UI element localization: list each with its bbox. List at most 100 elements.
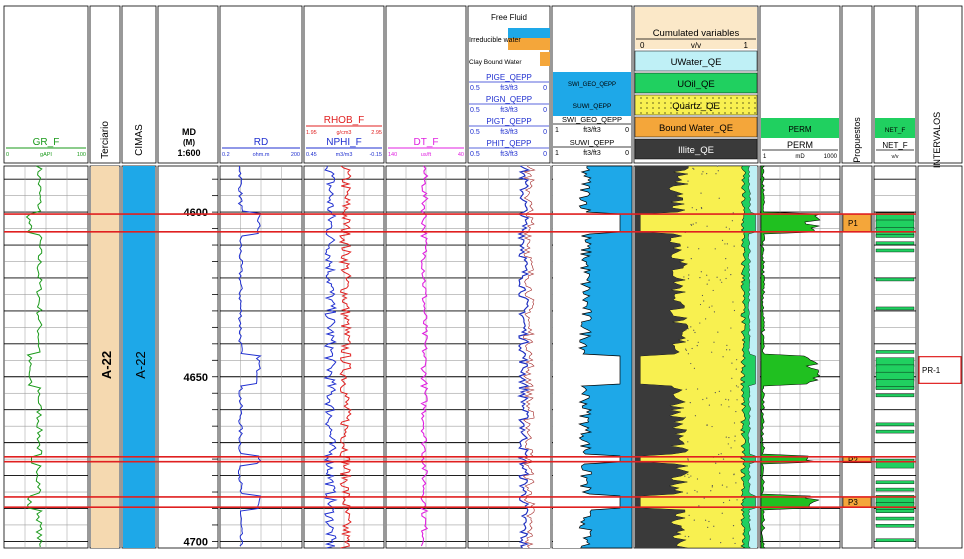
- quartz-dot: [725, 226, 727, 228]
- track-header-poro: [467, 5, 551, 164]
- quartz-dot: [687, 473, 689, 475]
- quartz-dot: [690, 223, 692, 226]
- poro-curve-min: 0.5: [470, 129, 480, 136]
- quartz-dot: [699, 303, 702, 306]
- quartz-dot: [670, 102, 672, 104]
- quartz-dot: [724, 269, 726, 271]
- quartz-dot: [727, 399, 730, 401]
- net-unit: v/v: [891, 154, 898, 160]
- perm-curve-name: PERM: [787, 140, 813, 150]
- quartz-dot: [696, 388, 699, 390]
- net-bar: [875, 393, 915, 398]
- poro-curve-unit: ft3/ft3: [500, 151, 518, 158]
- net-bar: [875, 350, 915, 354]
- net-bar: [875, 306, 915, 311]
- quartz-dot: [670, 97, 672, 99]
- quartz-dot: [754, 102, 756, 104]
- depth-label-4650: 4650: [184, 372, 208, 384]
- interval-zone-pr-1: [918, 356, 962, 384]
- quartz-dot: [712, 97, 714, 99]
- quartz-dot: [687, 328, 689, 330]
- track-header-tercario: [89, 5, 121, 164]
- quartz-dot: [708, 306, 710, 308]
- quartz-dot: [690, 362, 692, 365]
- quartz-dot: [724, 107, 726, 109]
- quartz-dot: [737, 386, 739, 388]
- quartz-dot: [696, 345, 698, 347]
- quartz-dot: [736, 102, 738, 104]
- quartz-dot: [664, 112, 666, 114]
- quartz-dot: [685, 349, 688, 351]
- quartz-dot: [699, 277, 701, 279]
- quartz-dot: [722, 356, 724, 358]
- poro-curve-max: 0: [543, 151, 547, 158]
- tercario-zone-label: A-22: [99, 351, 114, 379]
- quartz-dot: [664, 107, 666, 109]
- quartz-dot: [698, 248, 700, 250]
- quartz-dot: [754, 112, 756, 114]
- poro-curve-max: 0: [543, 85, 547, 92]
- quartz-dot: [690, 326, 692, 328]
- curve-min: 0.45: [306, 152, 317, 158]
- quartz-dot: [706, 424, 708, 426]
- curve-min: 0: [6, 152, 9, 158]
- quartz-dot: [730, 390, 732, 392]
- quartz-dot: [742, 102, 744, 104]
- track-header-depth: [157, 5, 219, 164]
- cum-title-bg: [635, 7, 757, 49]
- quartz-dot: [724, 102, 726, 104]
- quartz-dot: [684, 535, 686, 537]
- quartz-dot: [733, 422, 736, 424]
- quartz-dot: [712, 107, 714, 109]
- depth-scale: 1:600: [177, 148, 200, 158]
- quartz-dot: [708, 279, 710, 281]
- quartz-dot: [714, 392, 716, 394]
- poro-irreducible: Irreducible water: [469, 37, 521, 44]
- sw-curve-unit: ft3/ft3: [583, 150, 601, 157]
- quartz-dot: [713, 311, 716, 313]
- quartz-dot: [693, 329, 695, 331]
- propuestos-header: Propuestos: [852, 117, 862, 163]
- quartz-dot: [704, 519, 707, 521]
- net-bar: [875, 386, 915, 390]
- quartz-dot: [652, 97, 654, 99]
- quartz-dot: [682, 102, 684, 104]
- poro-curve-max: 0: [543, 129, 547, 136]
- quartz-dot: [724, 112, 726, 114]
- quartz-dot: [734, 440, 736, 442]
- poro-free-fluid: Free Fluid: [491, 13, 527, 22]
- dt-curve: [419, 165, 429, 547]
- quartz-dot: [640, 112, 642, 114]
- quartz-dot: [730, 447, 732, 449]
- quartz-dot: [736, 499, 738, 501]
- quartz-dot: [711, 485, 713, 487]
- quartz-dot: [691, 207, 693, 209]
- cum-legend-swatch: [634, 116, 758, 138]
- quartz-dot: [684, 475, 686, 477]
- quartz-dot: [683, 276, 685, 278]
- quartz-dot: [730, 107, 732, 109]
- quartz-dot: [732, 525, 735, 527]
- interval-label-pr-1: PR-1: [922, 366, 941, 375]
- quartz-dot: [658, 112, 660, 114]
- quartz-dot: [712, 289, 714, 292]
- net-bar: [875, 277, 915, 282]
- quartz-dot: [711, 486, 713, 488]
- proposed-label-p2: P2: [848, 456, 858, 465]
- quartz-dot: [695, 222, 697, 224]
- quartz-dot: [735, 385, 738, 387]
- quartz-dot: [697, 341, 699, 343]
- sw-curve-unit: ft3/ft3: [583, 127, 601, 134]
- quartz-dot: [736, 107, 738, 109]
- track-header-cimas: [121, 5, 157, 164]
- quartz-dot: [711, 425, 713, 428]
- quartz-dot: [713, 525, 715, 527]
- quartz-dot: [706, 274, 708, 276]
- quartz-dot: [733, 245, 735, 247]
- sw-curve-name: SWI_GEO_QEPP: [562, 115, 622, 124]
- poro-curve-min: 0.5: [470, 85, 480, 92]
- quartz-dot: [721, 512, 723, 514]
- poro-curve-name: PHIT_QEPP: [487, 139, 532, 148]
- quartz-dot: [676, 102, 678, 104]
